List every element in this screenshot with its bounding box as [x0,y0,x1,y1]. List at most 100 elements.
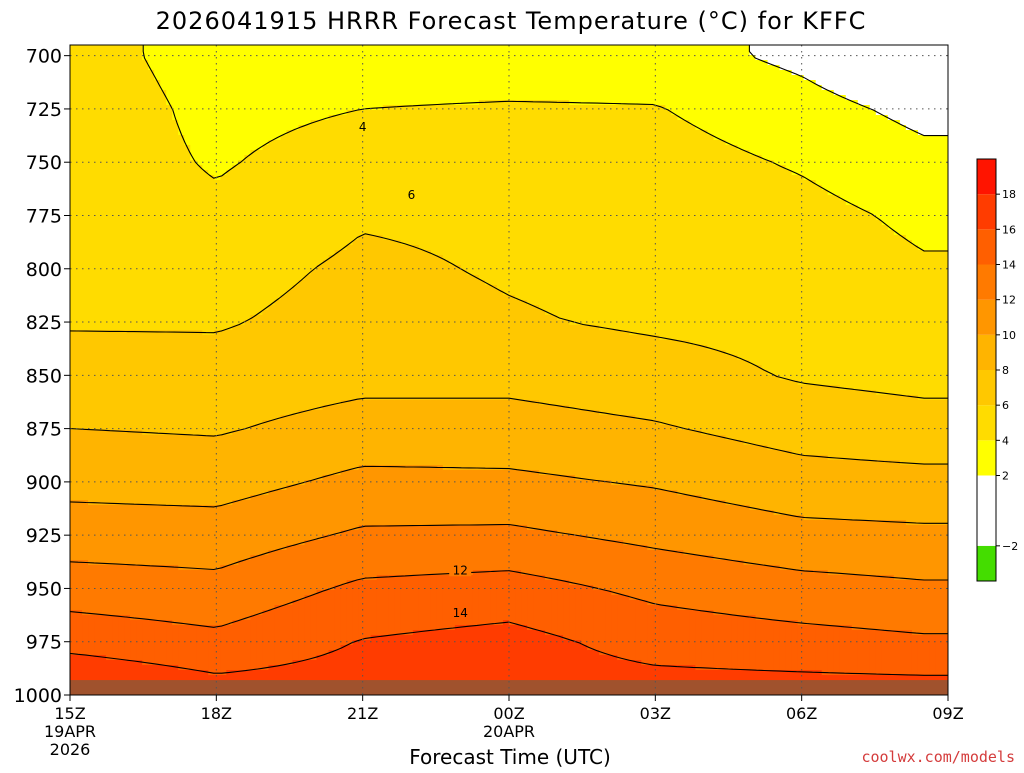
band-cell [641,420,648,486]
band-cell [767,450,775,511]
band-cell [310,540,318,596]
band-cell [418,400,426,466]
band-cell [280,490,288,551]
band-cell [839,45,847,96]
band-cell [88,655,95,691]
band-cell [448,575,456,631]
band-cell [797,45,805,76]
band-cell [863,520,871,576]
band-cell [869,460,877,521]
band-cell [490,100,498,286]
band-cell [869,575,877,631]
band-cell [545,635,552,695]
band-cell [767,375,775,451]
band-cell [671,550,678,606]
band-cell [394,45,402,106]
band-cell [521,575,528,626]
band-cell [845,460,853,521]
band-cell [274,45,282,141]
band-cell [184,625,191,671]
band-cell [911,245,919,396]
band-cell [376,235,384,401]
band-cell [154,330,161,436]
band-cell [635,45,642,106]
band-cell [725,440,733,506]
band-cell [100,505,107,566]
band-cell [821,45,829,91]
band-cell [683,430,691,496]
band-cell [364,110,372,236]
band-cell [166,620,173,666]
band-cell [725,505,733,561]
band-cell [400,105,408,246]
band-cell [923,580,931,636]
band-cell [136,620,143,661]
band-cell [671,490,678,551]
band-cell [418,465,426,526]
band-cell [851,575,859,631]
band-cell [929,525,937,581]
band-cell [761,160,769,371]
band-cell [412,105,420,246]
band-cell [533,305,540,401]
band-cell [647,605,654,666]
band-cell [244,430,252,501]
band-cell [857,105,865,211]
band-cell [460,45,468,106]
band-cell [623,660,630,695]
band-cell [593,45,600,106]
band-cell [400,575,408,636]
band-cell [256,315,264,426]
band-cell [358,110,366,236]
x-axis-label: Forecast Time (UTC) [409,745,611,768]
band-cell [298,660,306,695]
band-cell [929,635,937,676]
band-cell [130,505,137,566]
band-cell [809,45,817,81]
band-cell [551,475,558,531]
plot-area [70,45,948,695]
band-cell [478,570,486,626]
band-cell [430,400,438,466]
band-cell [298,45,306,126]
band-cell [190,625,197,671]
band-cell [641,665,648,695]
band-cell [442,105,450,261]
band-cell [665,490,672,551]
band-cell [478,470,486,526]
band-cell [695,45,703,131]
band-cell [557,45,564,101]
band-cell [382,45,390,106]
band-cell [551,580,558,636]
band-cell [112,505,119,566]
band-cell [202,170,209,336]
band-cell [827,460,835,521]
band-cell [154,665,161,695]
band-cell [70,430,77,501]
band-cell [262,420,270,496]
band-cell [166,435,173,506]
band-cell [635,105,642,336]
band-cell [851,390,859,461]
band-cell [815,185,823,386]
band-cell [923,45,931,136]
band-cell [791,380,799,456]
band-cell [755,510,763,566]
band-cell [731,505,739,561]
band-cell [623,415,630,486]
colorbar-swatch [977,545,996,581]
band-cell [647,485,654,551]
band-cell [490,570,498,626]
band-cell [268,490,276,551]
band-cell [707,135,715,351]
band-cell [629,600,636,661]
band-cell [190,505,197,571]
band-cell [683,665,691,695]
band-cell [641,485,648,546]
band-cell [238,430,245,501]
contour-label-bg [404,187,419,202]
band-cell [731,45,739,146]
band-cell [352,470,360,531]
band-cell [82,500,89,561]
